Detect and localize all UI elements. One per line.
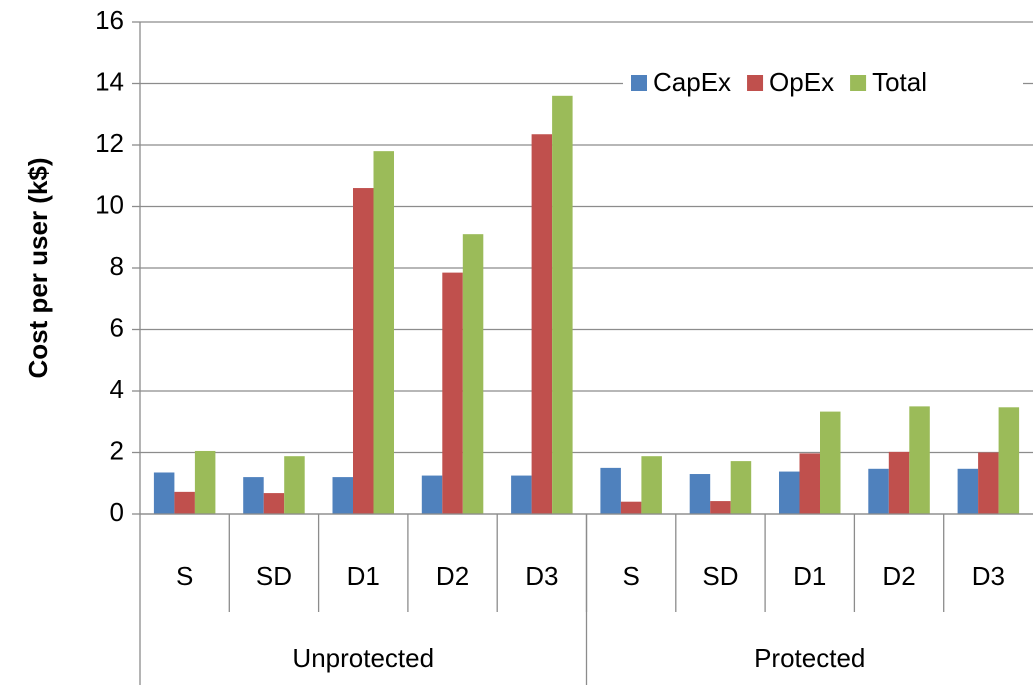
bar (978, 452, 999, 514)
legend-swatch (747, 75, 764, 91)
x-tick-label: D2 (882, 561, 915, 591)
bar (552, 95, 573, 515)
legend-swatch (850, 75, 867, 91)
bar (600, 467, 621, 514)
group-label: Protected (754, 643, 865, 673)
y-tick-label: 0 (110, 497, 124, 527)
y-tick-label: 14 (95, 66, 124, 96)
x-tick-label: D1 (347, 561, 380, 591)
group-label: Unprotected (292, 643, 434, 673)
bar (799, 453, 820, 514)
legend-label: Total (872, 67, 927, 97)
y-tick-label: 2 (110, 435, 124, 465)
bar (353, 188, 374, 515)
x-tick-label: D1 (793, 561, 826, 591)
bar (284, 456, 305, 514)
x-tick-label: S (176, 561, 193, 591)
bar (373, 151, 394, 514)
y-tick-label: 10 (95, 189, 124, 219)
bar (820, 411, 841, 514)
bar (531, 134, 553, 515)
x-tick-label: SD (256, 561, 292, 591)
bar (868, 468, 889, 514)
bar (511, 475, 532, 514)
bar (174, 491, 195, 514)
bar (620, 501, 642, 514)
bar (641, 456, 662, 514)
bar (957, 468, 979, 514)
bar (332, 477, 353, 514)
bar (421, 475, 443, 514)
y-tick-label: 6 (110, 312, 124, 342)
bar (153, 472, 175, 514)
bar (888, 451, 910, 514)
bar (779, 471, 800, 514)
x-tick-label: S (622, 561, 639, 591)
bar (689, 474, 711, 514)
x-tick-label: SD (702, 561, 738, 591)
y-tick-label: 12 (95, 128, 124, 158)
x-tick-label: D3 (972, 561, 1005, 591)
y-tick-label: 8 (110, 251, 124, 281)
bar (998, 407, 1020, 514)
bar (710, 501, 731, 514)
x-tick-label: D3 (525, 561, 558, 591)
y-tick-label: 16 (95, 5, 124, 35)
y-tick-label: 4 (110, 374, 124, 404)
y-axis-label: Cost per user (k$) (23, 157, 53, 378)
bar (909, 406, 930, 514)
bar (243, 477, 264, 514)
x-tick-label: D2 (436, 561, 469, 591)
bar (730, 461, 752, 514)
legend-label: CapEx (653, 67, 731, 97)
bar (462, 234, 484, 515)
legend-box (623, 62, 1023, 104)
bar (442, 272, 463, 514)
legend-swatch (631, 75, 647, 91)
legend-label: OpEx (769, 67, 834, 97)
bar (263, 493, 285, 514)
bar (194, 450, 216, 514)
